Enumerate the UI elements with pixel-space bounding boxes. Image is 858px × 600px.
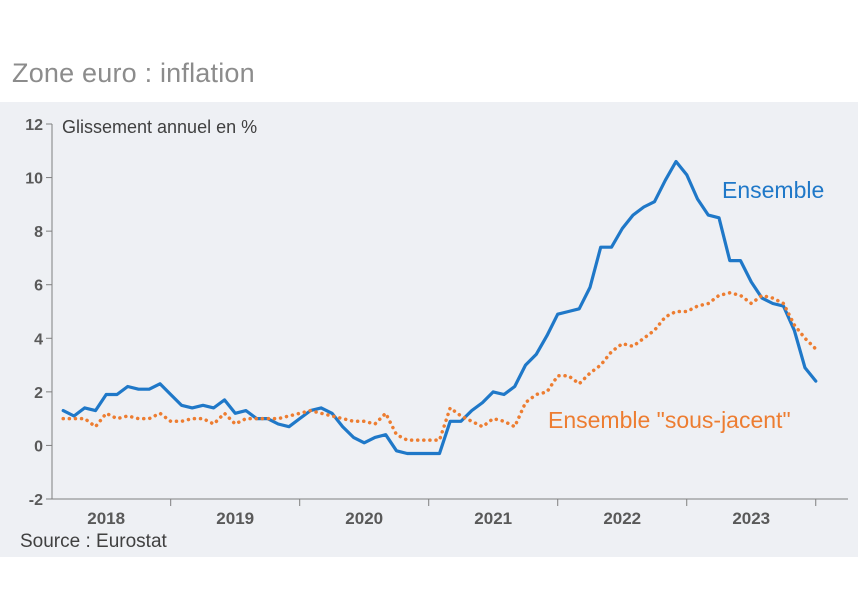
- y-tick-label: 10: [25, 171, 43, 188]
- series-line-sous-jacent: [61, 291, 818, 442]
- y-tick-label: 4: [34, 331, 43, 348]
- y-tick-label: 8: [34, 224, 43, 241]
- series-label-sous-jacent: Ensemble "sous-jacent": [548, 407, 791, 433]
- plot-background: [0, 102, 858, 557]
- x-tick-label: 2021: [474, 509, 512, 528]
- x-tick-label: 2023: [732, 509, 770, 528]
- y-tick-label: 12: [25, 117, 43, 134]
- x-tick-label: 2022: [603, 509, 641, 528]
- y-tick-label: 6: [34, 278, 43, 295]
- series-label-ensemble: Ensemble: [722, 177, 824, 203]
- y-tick-label: -2: [29, 492, 43, 509]
- axes: -2 0 2 4 6 8 10 12 2018 2019 2020 2021 2022 2023: [25, 117, 848, 528]
- x-tick-label: 2019: [216, 509, 254, 528]
- y-tick-label: 0: [34, 438, 43, 455]
- series-line-ensemble: [61, 159, 818, 456]
- source-note: Source : Eurostat: [20, 531, 167, 552]
- y-axis-label: Glissement annuel en %: [62, 117, 257, 137]
- x-tick-label: 2018: [87, 509, 125, 528]
- y-tick-label: 2: [34, 385, 43, 402]
- x-tick-label: 2020: [345, 509, 383, 528]
- series-layer: [61, 159, 818, 456]
- chart-title: Zone euro : inflation: [12, 58, 255, 88]
